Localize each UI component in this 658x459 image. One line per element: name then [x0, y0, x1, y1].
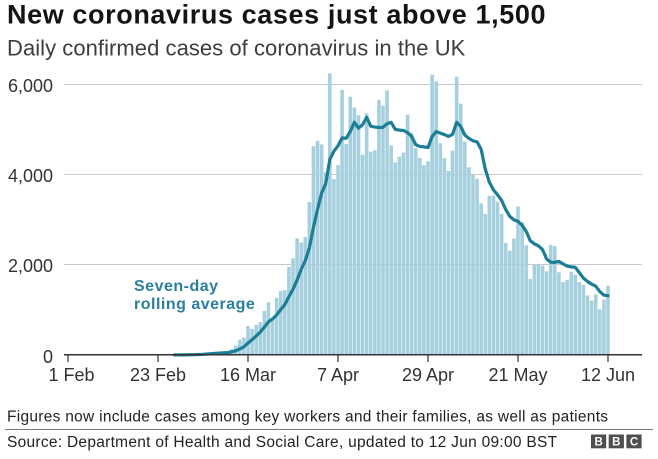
svg-text:Figures now include cases amon: Figures now include cases among key work…: [7, 409, 608, 426]
svg-text:0: 0: [43, 347, 53, 367]
svg-text:23 Feb: 23 Feb: [130, 365, 186, 385]
svg-text:6,000: 6,000: [8, 76, 53, 96]
svg-text:29 Apr: 29 Apr: [402, 365, 454, 385]
svg-text:Source: Department of Health a: Source: Department of Health and Social …: [7, 434, 558, 451]
svg-text:Seven-day: Seven-day: [134, 278, 219, 295]
svg-text:2,000: 2,000: [8, 256, 53, 276]
svg-text:7 Apr: 7 Apr: [317, 365, 359, 385]
svg-text:12 Jun: 12 Jun: [581, 365, 635, 385]
svg-text:rolling average: rolling average: [134, 296, 255, 313]
svg-text:New coronavirus cases just abo: New coronavirus cases just above 1,500: [7, 0, 546, 29]
svg-text:16 Mar: 16 Mar: [220, 365, 276, 385]
svg-text:B: B: [612, 437, 620, 449]
svg-text:1 Feb: 1 Feb: [48, 365, 94, 385]
svg-text:B: B: [594, 437, 602, 449]
svg-text:C: C: [630, 437, 638, 449]
svg-text:Daily confirmed cases of coron: Daily confirmed cases of coronavirus in …: [7, 35, 466, 60]
svg-text:21 May: 21 May: [488, 365, 547, 385]
svg-text:4,000: 4,000: [8, 166, 53, 186]
